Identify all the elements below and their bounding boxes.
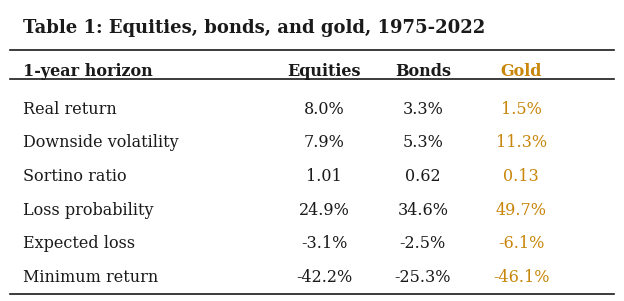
Text: -46.1%: -46.1%: [493, 269, 550, 286]
Text: 49.7%: 49.7%: [496, 202, 547, 219]
Text: Real return: Real return: [22, 101, 117, 118]
Text: -2.5%: -2.5%: [400, 235, 446, 252]
Text: Gold: Gold: [500, 63, 542, 80]
Text: -42.2%: -42.2%: [296, 269, 353, 286]
Text: 5.3%: 5.3%: [402, 135, 443, 151]
Text: -25.3%: -25.3%: [394, 269, 451, 286]
Text: 1-year horizon: 1-year horizon: [22, 63, 152, 80]
Text: 3.3%: 3.3%: [402, 101, 443, 118]
Text: 1.01: 1.01: [306, 168, 342, 185]
Text: Minimum return: Minimum return: [22, 269, 158, 286]
Text: Downside volatility: Downside volatility: [22, 135, 178, 151]
Text: Loss probability: Loss probability: [22, 202, 153, 219]
Text: 1.5%: 1.5%: [501, 101, 542, 118]
Text: Bonds: Bonds: [395, 63, 451, 80]
Text: 11.3%: 11.3%: [495, 135, 547, 151]
Text: Expected loss: Expected loss: [22, 235, 135, 252]
Text: 0.13: 0.13: [504, 168, 539, 185]
Text: -6.1%: -6.1%: [498, 235, 545, 252]
Text: Equities: Equities: [288, 63, 361, 80]
Text: 34.6%: 34.6%: [397, 202, 448, 219]
Text: 7.9%: 7.9%: [304, 135, 344, 151]
Text: Table 1: Equities, bonds, and gold, 1975-2022: Table 1: Equities, bonds, and gold, 1975…: [22, 19, 485, 37]
Text: Sortino ratio: Sortino ratio: [22, 168, 126, 185]
Text: 8.0%: 8.0%: [304, 101, 344, 118]
Text: 24.9%: 24.9%: [299, 202, 349, 219]
Text: -3.1%: -3.1%: [301, 235, 348, 252]
Text: 0.62: 0.62: [405, 168, 441, 185]
